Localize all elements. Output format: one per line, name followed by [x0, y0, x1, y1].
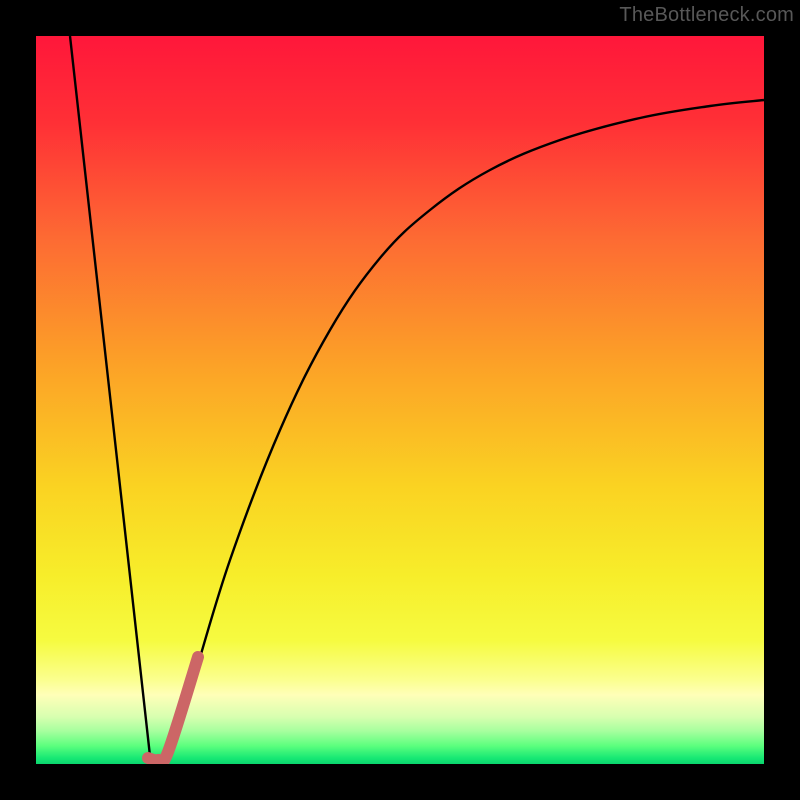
watermark-text: TheBottleneck.com	[619, 4, 794, 27]
chart-gradient-background	[36, 36, 764, 764]
bottleneck-chart	[0, 0, 800, 800]
chart-container: TheBottleneck.com	[0, 0, 800, 800]
